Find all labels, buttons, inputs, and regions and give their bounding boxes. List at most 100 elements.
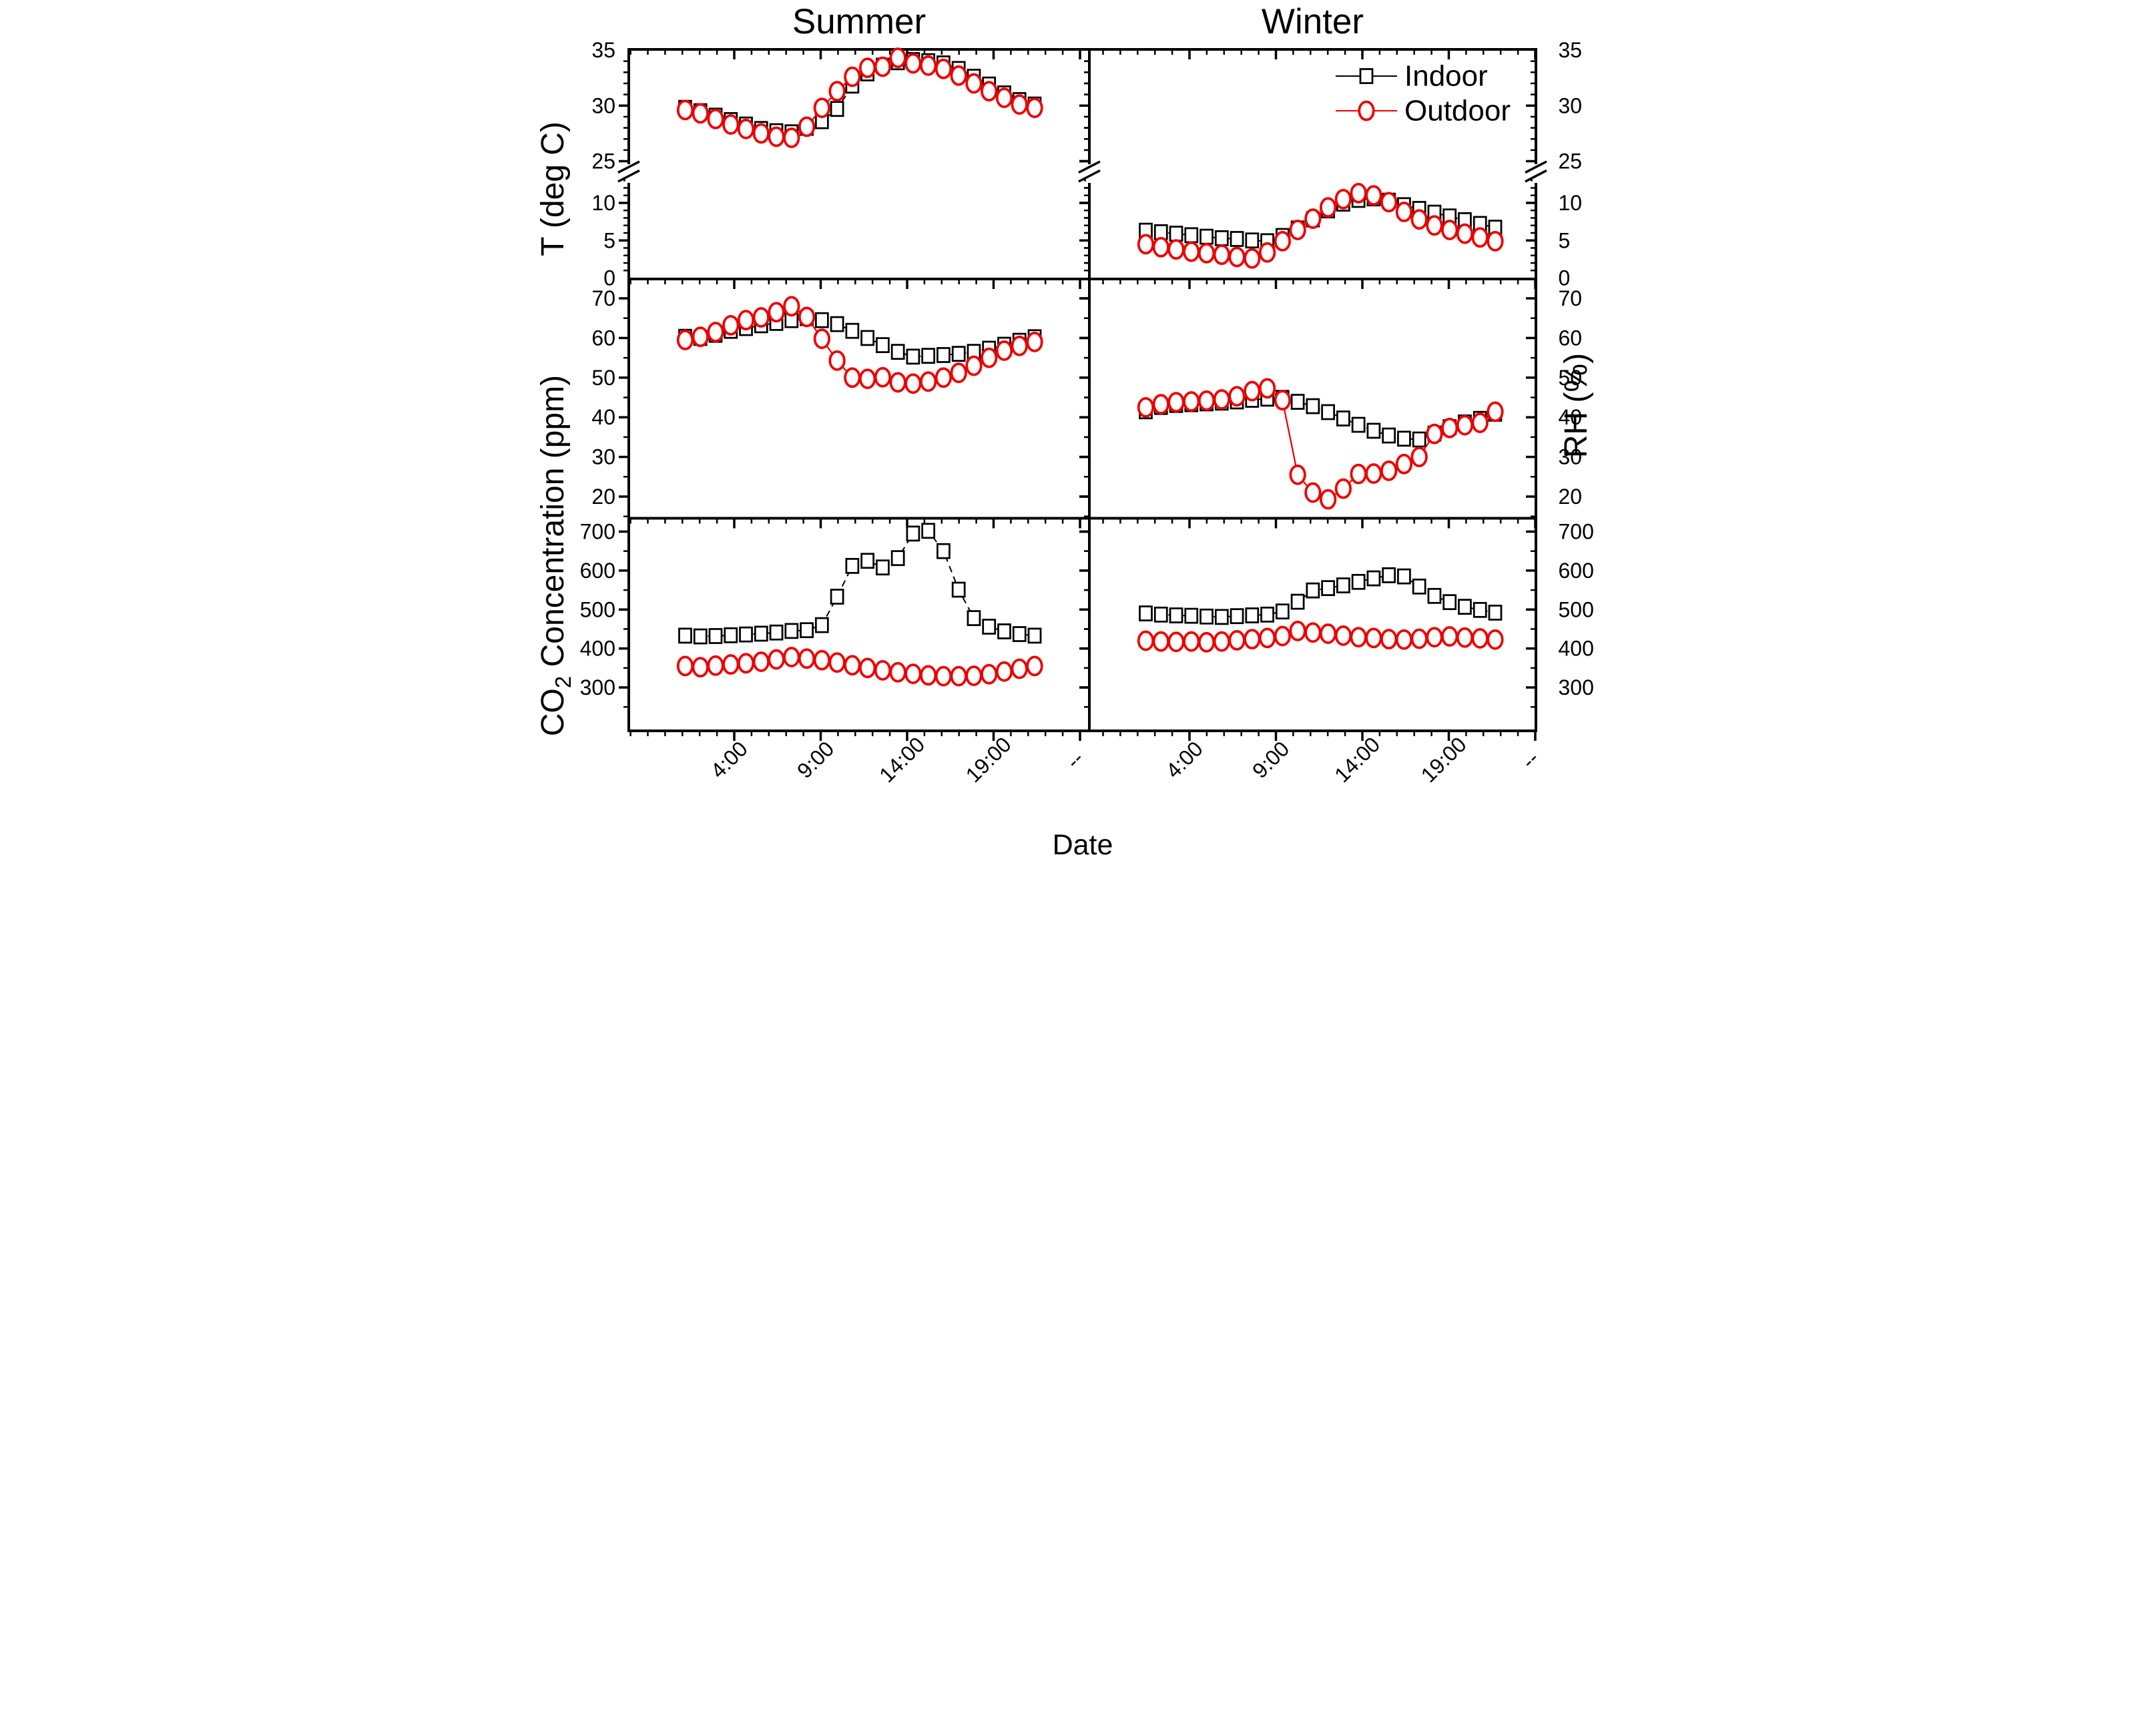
panel-winter-co2: 300 400 500 600 700 (1079, 517, 1593, 732)
indoor-square-marker (890, 344, 905, 360)
indoor-square-marker (1320, 404, 1335, 420)
indoor-square-marker (997, 623, 1011, 639)
indoor-square-marker (844, 322, 859, 339)
indoor-square-marker (936, 347, 951, 363)
indoor-square-marker (1214, 609, 1229, 625)
outdoor-circle-marker (1137, 234, 1154, 255)
outdoor-circle-marker (1410, 209, 1428, 230)
indoor-square-marker (1457, 599, 1472, 615)
outdoor-circle-marker (1197, 243, 1215, 264)
indoor-square-marker (830, 101, 844, 117)
outdoor-circle-marker (1213, 244, 1230, 265)
outdoor-circle-marker (1334, 478, 1352, 499)
summer-co2-indoor-markers (678, 523, 1041, 645)
indoor-square-marker (1169, 226, 1183, 242)
outdoor-circle-marker (813, 649, 830, 671)
outdoor-circle-marker (1182, 631, 1199, 652)
outdoor-circle-marker (1456, 414, 1473, 436)
outdoor-circle-marker (1167, 239, 1185, 260)
y-tick-label-right: 0 (1558, 266, 1570, 290)
indoor-square-marker (799, 622, 814, 639)
outdoor-circle-marker (950, 665, 967, 687)
outdoor-circle-marker (1274, 231, 1291, 252)
indoor-square-marker (936, 543, 951, 559)
winter-co2-outdoor-markers (1137, 620, 1504, 653)
outdoor-circle-marker (767, 126, 785, 148)
outdoor-circle-marker (692, 657, 709, 678)
axis-break-gap (625, 164, 632, 183)
indoor-square-marker (1396, 568, 1411, 585)
axis-break-slash (1077, 160, 1101, 174)
outdoor-circle-marker (737, 118, 754, 139)
y-tick-label-left: 300 (579, 675, 615, 699)
outdoor-circle-marker (1025, 655, 1043, 677)
outdoor-circle-marker (919, 55, 937, 76)
outdoor-circle-marker (1011, 658, 1028, 679)
outdoor-circle-marker (904, 373, 922, 394)
outdoor-circle-marker (1380, 192, 1397, 213)
outdoor-circle-marker (843, 655, 860, 676)
indoor-square-marker (1214, 230, 1229, 246)
y-tick-label-right: 60 (1558, 326, 1582, 350)
outdoor-circle-marker (874, 56, 891, 77)
co2-axis-title: CO2 Concentration (ppm) (535, 375, 575, 736)
series-summer-co2 (676, 523, 1043, 687)
outdoor-circle-marker (889, 661, 906, 683)
y-tick-label-left: 600 (579, 559, 615, 583)
outdoor-circle-marker (676, 655, 694, 677)
outdoor-circle-marker (692, 103, 709, 124)
outdoor-circle-marker (1410, 447, 1428, 467)
outdoor-circle-marker (676, 99, 694, 121)
outdoor-circle-marker (1380, 629, 1397, 649)
outdoor-circle-marker (1364, 627, 1382, 649)
panel-summer-rh: 20 30 40 50 60 70 (591, 278, 1091, 520)
outdoor-circle-marker (1258, 627, 1276, 649)
indoor-square-marker (875, 559, 890, 576)
outdoor-circle-marker (1152, 394, 1169, 414)
outdoor-circle-marker (1364, 463, 1382, 484)
y-tick-label-left: 30 (591, 93, 615, 117)
indoor-square-marker (1351, 416, 1366, 433)
outdoor-circle-marker (1288, 464, 1306, 485)
indoor-square-marker (951, 346, 966, 362)
indoor-square-marker (1381, 427, 1396, 444)
indoor-square-marker (738, 626, 753, 643)
indoor-square-marker (1230, 608, 1244, 625)
indoor-square-marker (1230, 231, 1244, 247)
outdoor-circle-marker (782, 647, 800, 667)
axis-break-slash (1077, 169, 1101, 183)
outdoor-circle-marker (1440, 417, 1458, 439)
outdoor-circle-marker (767, 302, 785, 323)
indoor-square-marker (1305, 582, 1320, 599)
outdoor-circle-marker (737, 653, 754, 674)
outdoor-circle-marker (965, 355, 983, 376)
outdoor-circle-marker (1243, 380, 1260, 402)
x-tick-label: 14:00 (874, 732, 929, 787)
x-ticks (629, 49, 1537, 741)
outdoor-circle-marker (874, 366, 891, 388)
indoor-square-marker (814, 312, 829, 328)
indoor-square-marker (1366, 570, 1380, 587)
indoor-square-marker (1290, 394, 1304, 410)
figure-root: 0 5 10 25 30 35 0 5 10 25 30 35 20 30 40 50 60 70 20 30 40 50… (535, 0, 1605, 868)
winter-co2-indoor-markers (1138, 567, 1502, 625)
outdoor-circle-marker (722, 654, 739, 675)
outdoor-circle-marker (1025, 331, 1043, 352)
outdoor-circle-marker (1410, 628, 1428, 649)
outdoor-circle-marker (1471, 412, 1489, 433)
outdoor-circle-marker (1213, 389, 1230, 410)
series-summer-temperature (676, 47, 1043, 148)
indoor-square-marker (769, 624, 783, 641)
axis-break-gap (1085, 164, 1093, 183)
outdoor-circle-marker (752, 123, 770, 144)
outdoor-circle-marker (1197, 631, 1215, 653)
outdoor-circle-marker (995, 340, 1013, 361)
indoor-square-marker (1351, 573, 1366, 590)
y-tick-label-right: 40 (1558, 405, 1582, 429)
x-tick-label: -- (1061, 746, 1088, 774)
outdoor-circle-marker (1456, 627, 1473, 648)
outdoor-circle-marker (1395, 202, 1412, 222)
indoor-square-marker (1183, 227, 1198, 244)
outdoor-circle-marker (1440, 626, 1458, 647)
legend-label: Indoor (1404, 60, 1488, 93)
